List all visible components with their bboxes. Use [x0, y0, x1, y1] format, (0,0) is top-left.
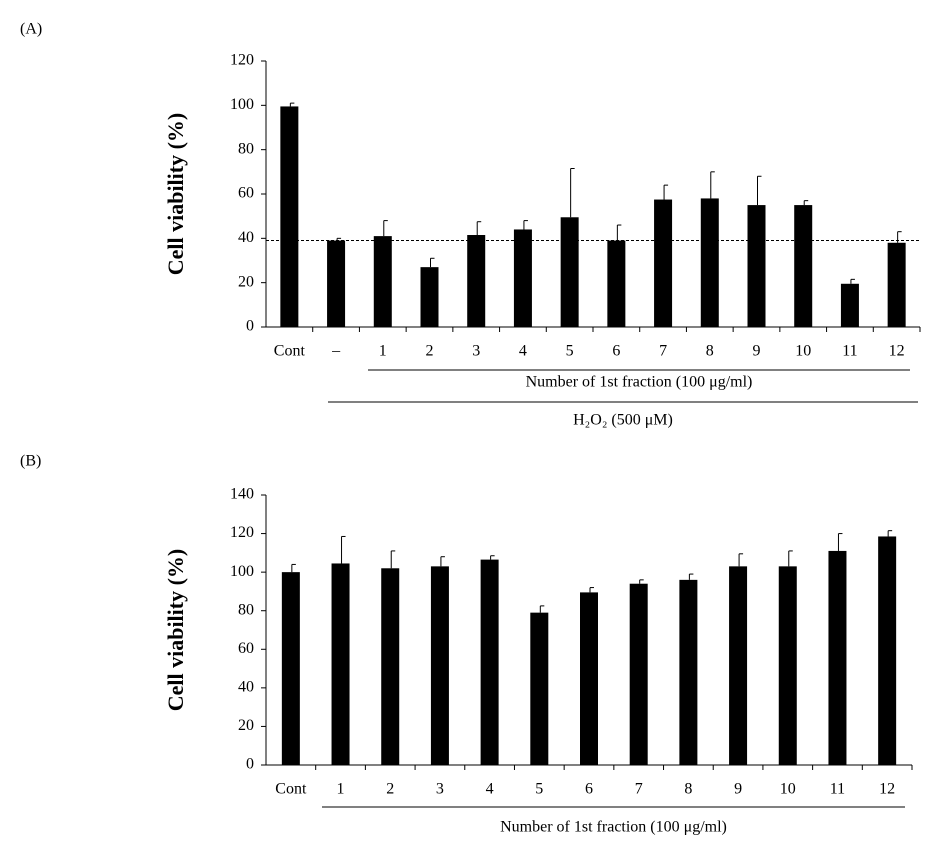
x-tick-label: 1 [379, 343, 387, 360]
y-tick-label: 40 [238, 679, 254, 696]
bar [430, 566, 449, 765]
x-tick-label: 7 [635, 781, 643, 798]
group-label: Number of 1st fraction (100 μg/ml) [526, 374, 753, 391]
bar [778, 566, 797, 765]
y-axis-label: Cell viability (%) [163, 113, 188, 276]
bar [747, 205, 766, 327]
bar [560, 217, 579, 327]
bar [530, 612, 549, 765]
y-tick-label: 120 [230, 524, 254, 541]
x-tick-label: 6 [585, 781, 593, 798]
bar [607, 240, 626, 327]
x-tick-label: Cont [275, 781, 307, 798]
x-tick-label: 8 [684, 781, 692, 798]
y-tick-label: 120 [230, 52, 254, 69]
x-tick-label: – [331, 343, 341, 360]
bar [280, 106, 299, 327]
bar [327, 240, 346, 327]
bar [381, 568, 400, 765]
bar [887, 242, 906, 327]
bar [420, 267, 439, 327]
y-axis-label: Cell viability (%) [163, 549, 188, 712]
panel-label: (B) [20, 453, 41, 470]
x-tick-label: 9 [753, 343, 761, 360]
x-tick-label: 12 [879, 781, 895, 798]
x-tick-label: 7 [659, 343, 667, 360]
y-tick-label: 100 [230, 96, 254, 113]
bar [373, 236, 392, 327]
bar [840, 283, 859, 327]
x-tick-label: 5 [535, 781, 543, 798]
x-tick-label: 9 [734, 781, 742, 798]
x-tick-label: 11 [842, 343, 857, 360]
y-tick-label: 80 [238, 140, 254, 157]
bar [794, 205, 813, 327]
y-tick-label: 80 [238, 601, 254, 618]
bar [281, 572, 300, 765]
y-tick-label: 20 [238, 273, 254, 290]
bar [828, 550, 847, 765]
bar [679, 579, 698, 765]
y-tick-label: 60 [238, 185, 254, 202]
x-tick-label: 10 [780, 781, 796, 798]
x-tick-label: 1 [337, 781, 345, 798]
x-tick-label: 2 [386, 781, 394, 798]
group-label: H₂O₂ (500 μM) [573, 412, 673, 429]
x-tick-label: 5 [566, 343, 574, 360]
x-tick-label: 11 [830, 781, 845, 798]
x-tick-label: 6 [612, 343, 620, 360]
x-tick-label: 10 [795, 343, 811, 360]
bar [513, 229, 532, 327]
y-tick-label: 0 [246, 756, 254, 773]
x-tick-label: 2 [426, 343, 434, 360]
y-tick-label: 100 [230, 563, 254, 580]
bar [654, 199, 673, 327]
y-tick-label: 60 [238, 640, 254, 657]
y-tick-label: 140 [230, 486, 254, 503]
bar [729, 566, 748, 765]
bar [629, 583, 648, 765]
y-tick-label: 40 [238, 229, 254, 246]
x-tick-label: 8 [706, 343, 714, 360]
y-tick-label: 20 [238, 717, 254, 734]
bar [467, 235, 486, 327]
bar [878, 536, 897, 765]
bar [480, 559, 499, 765]
panel-label: (A) [20, 21, 42, 38]
x-tick-label: 3 [472, 343, 480, 360]
x-tick-label: 4 [519, 343, 527, 360]
bar [331, 563, 350, 765]
bar [580, 592, 598, 765]
x-tick-label: Cont [274, 343, 306, 360]
bar [700, 198, 719, 327]
y-tick-label: 0 [246, 318, 254, 335]
x-tick-label: 12 [889, 343, 905, 360]
x-tick-label: 4 [486, 781, 494, 798]
group-label: Number of 1st fraction (100 μg/ml) [500, 819, 727, 836]
x-tick-label: 3 [436, 781, 444, 798]
